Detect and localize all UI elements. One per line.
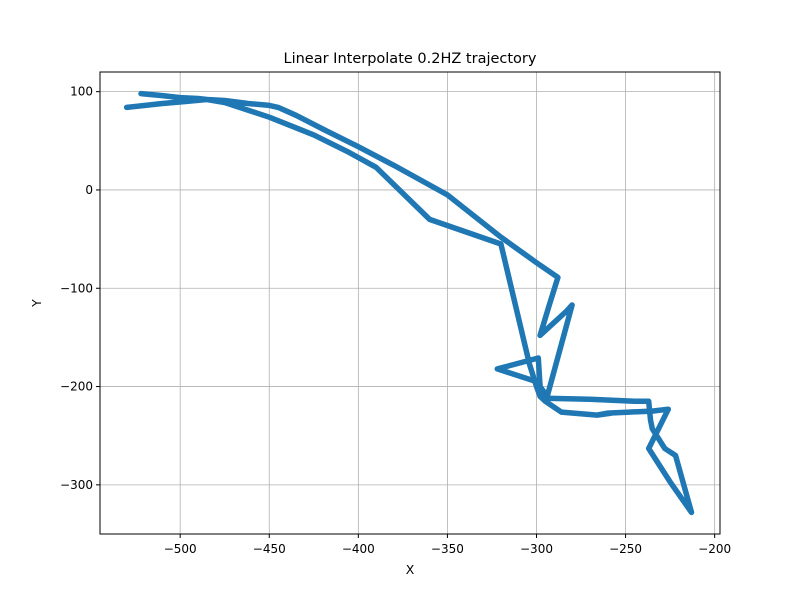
y-axis-label: Y — [29, 299, 44, 308]
x-tick-label: −300 — [520, 542, 553, 556]
x-tick-label: −450 — [253, 542, 286, 556]
y-tick-label: 100 — [70, 85, 93, 99]
x-axis-label: X — [406, 562, 415, 577]
y-tick-label: −100 — [60, 281, 93, 295]
ticks: −500 −450 −400 −350 −300 −250 −200 100 0 −100 −200… — [60, 85, 731, 556]
x-tick-label: −350 — [431, 542, 464, 556]
series-layer — [123, 90, 695, 516]
plot-frame — [99, 71, 721, 535]
y-tick-label: −200 — [60, 380, 93, 394]
trajectory-line — [123, 90, 695, 516]
x-tick-label: −400 — [342, 542, 375, 556]
chart-title: Linear Interpolate 0.2HZ trajectory — [284, 51, 537, 67]
x-tick-label: −500 — [164, 542, 197, 556]
y-tick-label: 0 — [85, 183, 93, 197]
x-tick-label: −250 — [609, 542, 642, 556]
x-tick-label: −200 — [698, 542, 731, 556]
y-tick-label: −300 — [60, 478, 93, 492]
